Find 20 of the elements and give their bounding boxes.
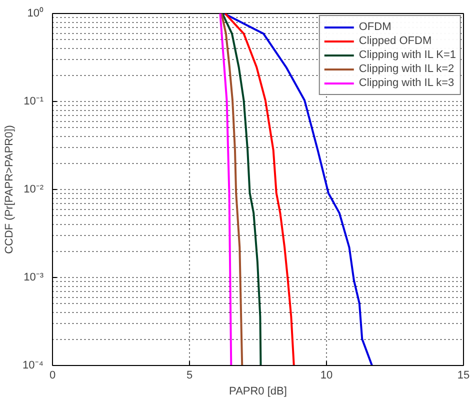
x-tick-label: 10 (320, 370, 333, 382)
legend-label: OFDM (358, 20, 392, 34)
x-axis-title: PAPR0 [dB] (229, 386, 287, 398)
line-series (220, 14, 244, 366)
y-tick-label: 10⁻⁴ (22, 360, 44, 372)
legend-label: Clipping with IL k=2 (358, 62, 454, 76)
line-series (221, 14, 262, 366)
y-tick-label: 10⁻³ (24, 272, 44, 284)
y-axis-title: CCDF (Pr[PAPR>PAPR0]) (4, 125, 16, 254)
legend-label: Clipped OFDM (358, 34, 432, 48)
line-series (224, 14, 295, 366)
y-tick-label: 10⁻¹ (24, 96, 44, 108)
x-tick-label: 0 (49, 370, 56, 382)
y-tick-label: 10⁻² (24, 184, 44, 196)
legend-label: Clipping with IL K=1 (358, 48, 456, 62)
line-series (219, 14, 232, 366)
y-tick-label: 10⁰ (27, 6, 44, 20)
x-tick-label: 5 (186, 370, 193, 382)
x-tick-label: 15 (457, 370, 470, 382)
legend-label: Clipping with IL k=3 (358, 76, 454, 90)
